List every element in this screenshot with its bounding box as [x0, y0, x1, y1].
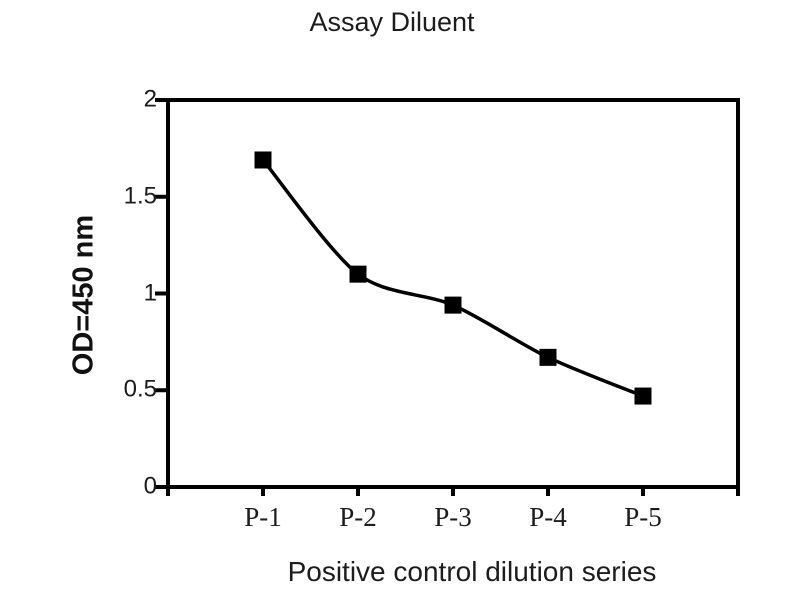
data-point-marker	[634, 387, 652, 405]
x-axis-title: Positive control dilution series	[287, 556, 657, 587]
x-tick-label: P-5	[624, 502, 662, 532]
x-tick-label: P-2	[339, 502, 377, 532]
y-tick-label: 1	[143, 278, 157, 306]
y-tick-labels: 0 0.5 1 1.5 2	[0, 0, 157, 600]
y-tick-label: 0	[143, 472, 157, 500]
data-point-marker	[349, 265, 367, 283]
data-point-marker	[444, 296, 462, 314]
x-tick-label: P-1	[244, 502, 282, 532]
chart-title: Assay Diluent	[309, 7, 475, 37]
data-point-marker	[254, 151, 272, 169]
x-tick-label: P-4	[529, 502, 567, 532]
y-tick-label: 1.5	[123, 182, 157, 210]
y-tick-label: 0.5	[123, 375, 157, 403]
y-tick-label: 2	[143, 85, 157, 113]
data-point-marker	[539, 348, 557, 366]
x-tick-label: P-3	[434, 502, 472, 532]
